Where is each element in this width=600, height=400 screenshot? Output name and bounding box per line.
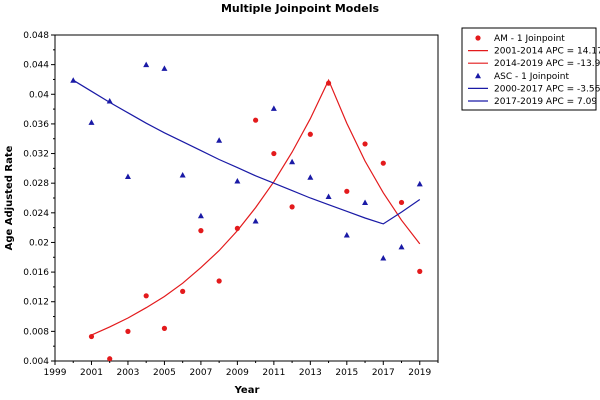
x-tick-label: 2007 <box>189 368 212 378</box>
am-data-point <box>107 356 113 362</box>
x-tick-label: 2019 <box>408 368 431 378</box>
am-data-point <box>198 228 204 234</box>
am-data-point <box>271 150 277 157</box>
x-tick-label: 2003 <box>116 368 139 378</box>
asc-data-point <box>289 158 296 165</box>
asc-data-point <box>270 105 277 111</box>
y-tick-label: 0.016 <box>23 268 49 278</box>
y-tick-label: 0.036 <box>23 120 49 130</box>
am-data-point <box>344 188 350 194</box>
asc-data-point <box>124 173 131 180</box>
y-axis: 0.004 0.008 0.012 0.016 0.02 0.024 0.028 0.032 0… <box>23 31 55 367</box>
asc-data-point <box>70 77 77 83</box>
x-axis-label: Year <box>234 385 260 396</box>
am-data-point <box>125 328 131 334</box>
asc-data-point <box>343 232 350 238</box>
am-data-point <box>253 117 259 123</box>
fit-line <box>72 79 421 225</box>
am-data-point <box>289 204 295 210</box>
x-tick-label: 2001 <box>80 368 103 378</box>
y-tick-label: 0.012 <box>23 298 49 308</box>
asc-data-point <box>88 119 95 125</box>
legend-label: ASC - 1 Joinpoint <box>494 72 569 82</box>
chart-title: Multiple Joinpoint Models <box>221 2 379 15</box>
x-tick-label: 1999 <box>44 368 67 378</box>
y-tick-label: 0.028 <box>23 179 49 189</box>
x-tick-label: 2013 <box>299 368 322 378</box>
am-data-point <box>362 141 368 147</box>
asc-data-point <box>252 217 259 224</box>
am-data-point <box>161 325 168 331</box>
legend-label: 2017-2019 APC = 7.09 <box>494 97 597 107</box>
plot-area <box>70 61 423 362</box>
am-data-point <box>180 288 186 294</box>
am-data-point <box>325 80 332 86</box>
legend-circle-swatch <box>475 35 481 41</box>
legend-triangle-swatch <box>475 72 481 79</box>
asc-data-point <box>234 177 241 184</box>
legend-label: AM - 1 Joinpoint <box>494 34 565 44</box>
legend-box <box>461 27 597 111</box>
y-tick-label: 0.048 <box>23 31 49 41</box>
y-tick-label: 0.032 <box>23 150 49 160</box>
asc-data-point <box>179 172 186 178</box>
am-data-point <box>417 268 423 274</box>
asc-data-point <box>398 243 405 250</box>
fit-line <box>91 78 421 336</box>
asc-data-point <box>362 199 369 205</box>
legend: AM - 1 Joinpoint 2001-2014 APC = 14.17* 20… <box>461 27 600 111</box>
legend-label: 2014-2019 APC = -13.95* <box>494 59 600 69</box>
am-data-point <box>234 225 240 231</box>
x-tick-label: 2009 <box>226 368 249 378</box>
am-data-point <box>88 333 95 340</box>
x-tick-label: 2017 <box>372 368 395 378</box>
asc-data-point <box>307 174 314 180</box>
asc-data-point <box>325 193 332 200</box>
y-tick-label: 0.008 <box>23 327 49 337</box>
x-tick-label: 2015 <box>335 368 358 378</box>
am-data-point <box>307 131 313 137</box>
asc-data-point <box>161 65 168 71</box>
asc-data-point <box>197 212 204 219</box>
x-axis: 1999 2001 2003 2005 2007 2009 2011 2013 2015 2017… <box>44 361 439 378</box>
asc-data-point <box>416 180 423 187</box>
y-axis-label: Age Adjusted Rate <box>4 145 15 250</box>
y-tick-label: 0.004 <box>23 357 49 367</box>
legend-label: 2001-2014 APC = 14.17* <box>494 47 600 57</box>
asc-data-point <box>380 255 387 261</box>
y-tick-label: 0.02 <box>29 238 49 248</box>
y-tick-label: 0.024 <box>23 209 49 219</box>
y-tick-label: 0.04 <box>29 90 49 100</box>
am-data-point <box>380 160 386 166</box>
y-tick-label: 0.044 <box>23 61 49 71</box>
am-data-point <box>398 199 405 206</box>
am-data-point <box>143 293 149 299</box>
legend-label: 2000-2017 APC = -3.56* <box>494 84 600 94</box>
asc-data-point <box>216 137 223 143</box>
asc-data-point <box>106 97 113 104</box>
asc-data-point <box>143 61 150 68</box>
am-data-point <box>216 278 222 284</box>
x-tick-label: 2005 <box>153 368 176 378</box>
x-tick-label: 2011 <box>262 368 285 378</box>
